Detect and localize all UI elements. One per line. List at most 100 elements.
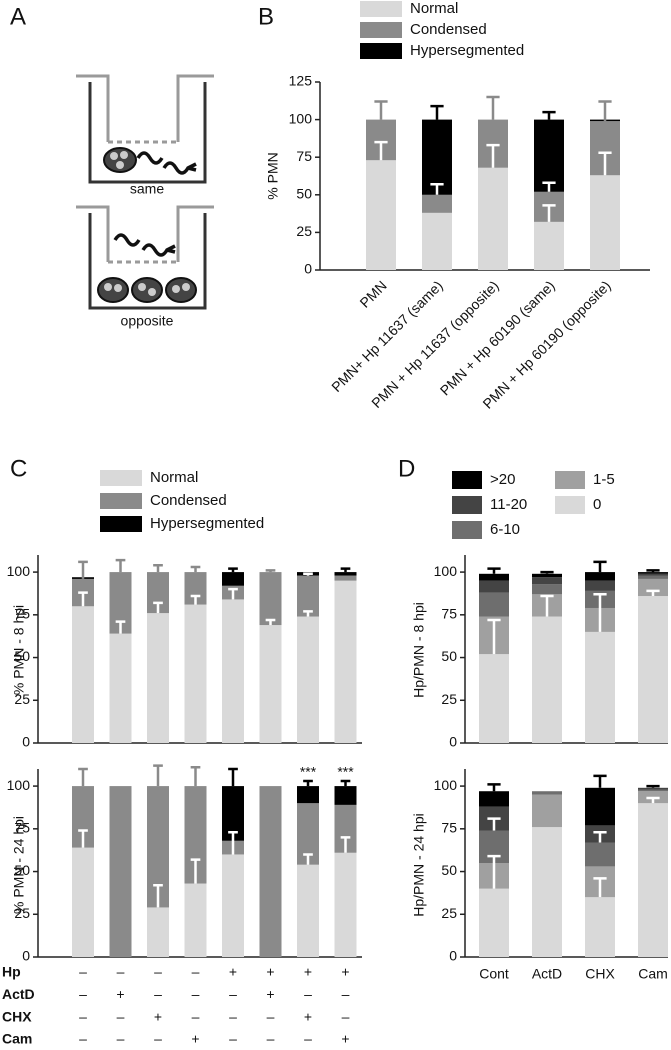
panel-label: A — [10, 3, 26, 30]
legend-swatch — [360, 1, 402, 17]
y-tick-label: 25 — [441, 691, 457, 707]
y-tick-label: 100 — [7, 563, 31, 579]
bar-segment — [109, 633, 132, 743]
bar-segment — [532, 827, 562, 957]
treatment-mark: – — [342, 1008, 350, 1024]
bar-segment — [532, 794, 562, 828]
treatment-name: CHX — [2, 1008, 32, 1024]
y-tick-label: 75 — [441, 820, 457, 836]
treatment-mark: – — [229, 1031, 237, 1047]
legend-swatch — [100, 516, 142, 532]
treatment-mark: + — [266, 964, 274, 980]
bar-segment — [638, 803, 668, 957]
bar-segment — [334, 580, 357, 743]
bar-segment — [147, 572, 169, 614]
error-bar — [646, 796, 660, 804]
bar-segment — [72, 606, 94, 743]
treatment-mark: – — [117, 964, 125, 980]
y-tick-label: 50 — [441, 648, 457, 664]
error-bar — [487, 618, 501, 655]
bar-segment — [297, 803, 319, 865]
bar-segment — [638, 575, 668, 579]
bar-segment — [109, 786, 132, 957]
bar-segment — [638, 787, 668, 790]
legend-swatch — [452, 521, 482, 539]
error-bar — [598, 100, 612, 122]
bar-segment — [334, 852, 357, 957]
error-bar — [486, 143, 500, 168]
bar-segment — [479, 654, 509, 743]
error-bar — [542, 181, 556, 192]
panel-label: D — [398, 455, 415, 482]
bar-segment — [638, 578, 668, 597]
bar-segment — [334, 572, 357, 576]
legend-swatch — [100, 493, 142, 509]
error-bar — [228, 767, 238, 787]
legend-swatch — [100, 470, 142, 486]
bar-segment — [184, 572, 207, 605]
treatment-mark: – — [267, 1031, 275, 1047]
legend-label: Normal — [410, 0, 458, 17]
bar-segment — [532, 791, 562, 795]
bar-segment — [585, 842, 615, 867]
error-bar — [430, 104, 444, 120]
error-bar — [303, 853, 313, 865]
bar-segment — [534, 119, 564, 192]
y-tick-label: 100 — [289, 110, 313, 126]
bar-segment — [297, 616, 319, 743]
bar-segment — [585, 787, 615, 826]
y-axis-label: % PMN — [265, 152, 281, 199]
bar-segment — [638, 596, 668, 743]
error-bar — [303, 610, 313, 617]
error-bar — [430, 183, 444, 195]
legend-swatch — [555, 496, 585, 514]
y-tick-label: 50 — [441, 862, 457, 878]
error-bar — [646, 589, 660, 597]
error-bar — [115, 558, 126, 573]
treatment-mark: – — [229, 1008, 237, 1024]
bar-segment — [422, 212, 452, 270]
error-bar — [303, 779, 313, 787]
error-bar — [540, 594, 554, 617]
error-bar — [190, 766, 201, 787]
error-bar — [265, 569, 276, 573]
error-bar — [115, 620, 126, 634]
bar-segment — [334, 575, 357, 581]
error-bar — [486, 95, 500, 120]
bar-segment — [479, 888, 509, 957]
legend-swatch — [452, 496, 482, 514]
error-bar — [542, 204, 556, 222]
treatment-mark: – — [79, 1008, 87, 1024]
error-bar — [153, 601, 163, 614]
treatment-mark: – — [304, 986, 312, 1002]
error-bar — [340, 836, 351, 853]
treatment-mark: – — [154, 1031, 162, 1047]
legend-label: Hypersegmented — [410, 42, 524, 59]
treatment-mark: + — [229, 964, 237, 980]
bar-segment — [222, 599, 244, 743]
legend-label: 11-20 — [490, 496, 527, 513]
bar-segment — [72, 847, 94, 957]
bar-segment — [366, 160, 396, 270]
error-bar — [153, 564, 163, 573]
bar-segment — [184, 786, 207, 884]
y-tick-label: 0 — [22, 948, 30, 964]
annotation: *** — [300, 764, 317, 780]
bar-segment — [479, 592, 509, 617]
bar-segment — [532, 573, 562, 578]
y-tick-label: 25 — [14, 905, 30, 921]
treatment-mark: + — [341, 1031, 349, 1047]
treatment-mark: – — [79, 964, 87, 980]
y-tick-label: 75 — [441, 606, 457, 622]
panel-label: B — [258, 3, 274, 30]
legend-label: 1-5 — [593, 471, 615, 488]
bar-segment — [147, 786, 169, 908]
error-bar — [542, 110, 556, 120]
transwell-opposite — [76, 205, 214, 310]
bar-segment — [222, 786, 244, 841]
y-axis-label: Hp/PMN - 24 hpi — [411, 813, 427, 916]
bar-segment — [638, 573, 668, 576]
error-bar — [190, 858, 201, 884]
bar-segment — [590, 175, 620, 270]
treatment-mark: + — [304, 1008, 312, 1024]
